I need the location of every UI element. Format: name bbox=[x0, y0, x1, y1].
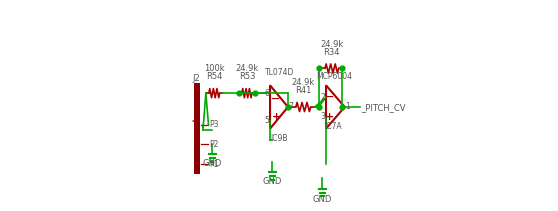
Text: +: + bbox=[325, 112, 334, 122]
Text: 7: 7 bbox=[288, 103, 294, 111]
Text: 2: 2 bbox=[321, 93, 325, 102]
Text: P3: P3 bbox=[209, 120, 219, 129]
Text: 24.9k: 24.9k bbox=[292, 78, 315, 87]
Text: 24.9k: 24.9k bbox=[235, 64, 258, 73]
Text: R53: R53 bbox=[239, 72, 255, 81]
Text: 1: 1 bbox=[345, 103, 350, 111]
Text: R41: R41 bbox=[295, 86, 311, 95]
Text: GND: GND bbox=[203, 159, 222, 168]
Text: ✓: ✓ bbox=[191, 115, 199, 125]
Text: P1: P1 bbox=[209, 160, 219, 169]
Text: _PITCH_CV: _PITCH_CV bbox=[360, 103, 405, 112]
Text: 3: 3 bbox=[321, 112, 325, 121]
Text: TL074D: TL074D bbox=[266, 68, 295, 77]
Text: −: − bbox=[325, 92, 334, 102]
Text: +: + bbox=[271, 112, 281, 122]
Text: 100k: 100k bbox=[204, 64, 224, 73]
Text: 5: 5 bbox=[264, 116, 270, 125]
Text: R54: R54 bbox=[206, 72, 223, 81]
Text: 24.9k: 24.9k bbox=[320, 40, 343, 49]
Text: GND: GND bbox=[263, 177, 282, 186]
Text: −: − bbox=[271, 94, 281, 104]
Text: 6: 6 bbox=[264, 89, 270, 98]
Text: P2: P2 bbox=[209, 140, 219, 149]
Text: GND: GND bbox=[312, 195, 332, 204]
Text: IC7A: IC7A bbox=[324, 122, 341, 131]
Text: IC9B: IC9B bbox=[270, 134, 287, 143]
Text: J2: J2 bbox=[192, 74, 200, 83]
Bar bbox=[194, 83, 200, 174]
Text: R34: R34 bbox=[324, 48, 340, 57]
Text: MCP6004: MCP6004 bbox=[316, 72, 352, 81]
